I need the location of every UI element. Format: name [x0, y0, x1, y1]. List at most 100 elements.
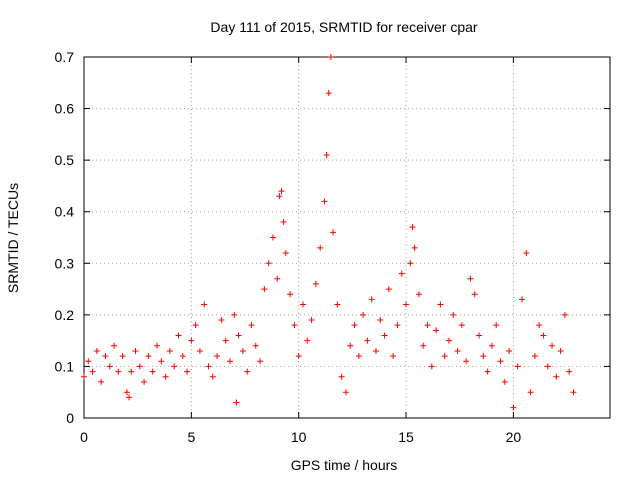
- data-point: [248, 322, 255, 329]
- data-point: [244, 368, 251, 375]
- data-point: [162, 373, 169, 380]
- data-point: [123, 389, 130, 396]
- data-point: [471, 291, 478, 298]
- y-tick-label: 0.3: [55, 255, 75, 271]
- data-point: [153, 342, 160, 349]
- data-point: [377, 317, 384, 324]
- data-point: [518, 296, 525, 303]
- data-point: [239, 347, 246, 354]
- data-point: [342, 389, 349, 396]
- data-point: [544, 363, 551, 370]
- data-point: [158, 358, 165, 365]
- data-point: [514, 363, 521, 370]
- data-point: [390, 353, 397, 360]
- data-point: [327, 54, 334, 60]
- data-point: [85, 358, 92, 365]
- data-point: [570, 389, 577, 396]
- data-points: [81, 54, 577, 411]
- data-point: [501, 378, 508, 385]
- x-tick-label: 15: [398, 429, 414, 445]
- data-point: [304, 337, 311, 344]
- data-point: [106, 363, 113, 370]
- data-point: [231, 311, 238, 318]
- chart-title: Day 111 of 2015, SRMTID for receiver cpa…: [210, 19, 477, 35]
- data-point: [458, 322, 465, 329]
- x-tick-label: 10: [291, 429, 307, 445]
- data-point: [149, 368, 156, 375]
- data-point: [476, 332, 483, 339]
- data-point: [523, 249, 530, 256]
- data-point: [214, 353, 221, 360]
- data-point: [171, 363, 178, 370]
- data-point: [527, 389, 534, 396]
- data-point: [566, 368, 573, 375]
- data-point: [323, 151, 330, 158]
- y-tick-label: 0.2: [55, 307, 75, 323]
- data-point: [450, 311, 457, 318]
- y-axis-label: SRMTID / TECUs: [5, 183, 21, 293]
- data-point: [403, 301, 410, 308]
- data-point: [484, 368, 491, 375]
- data-point: [111, 342, 118, 349]
- axis-ticks: [83, 56, 610, 419]
- data-point: [257, 358, 264, 365]
- data-point: [317, 244, 324, 251]
- data-point: [265, 260, 272, 267]
- data-point: [385, 286, 392, 293]
- data-point: [433, 327, 440, 334]
- data-point: [192, 322, 199, 329]
- data-point: [497, 358, 504, 365]
- data-point: [102, 353, 109, 360]
- data-point: [536, 322, 543, 329]
- data-point: [488, 342, 495, 349]
- data-point: [347, 342, 354, 349]
- data-point: [141, 378, 148, 385]
- data-point: [338, 373, 345, 380]
- data-point: [467, 275, 474, 282]
- data-point: [282, 249, 289, 256]
- data-point: [184, 368, 191, 375]
- data-point: [235, 332, 242, 339]
- data-point: [364, 337, 371, 344]
- data-point: [420, 342, 427, 349]
- data-point: [179, 353, 186, 360]
- data-point: [166, 347, 173, 354]
- data-point: [441, 353, 448, 360]
- data-point: [561, 311, 568, 318]
- x-tick-label: 20: [506, 429, 522, 445]
- data-point: [287, 291, 294, 298]
- data-point: [196, 347, 203, 354]
- y-tick-label: 0.7: [55, 49, 75, 65]
- data-point: [233, 399, 240, 406]
- data-point: [201, 301, 208, 308]
- x-tick-label: 5: [187, 429, 195, 445]
- data-point: [372, 347, 379, 354]
- y-tick-labels: 0 0.1 0.2 0.3 0.4 0.5 0.6 0.7: [55, 49, 75, 426]
- data-point: [205, 363, 212, 370]
- data-point: [351, 322, 358, 329]
- data-point: [506, 347, 513, 354]
- data-point: [136, 363, 143, 370]
- data-point: [209, 373, 216, 380]
- data-point: [553, 373, 560, 380]
- data-point: [394, 322, 401, 329]
- data-point: [540, 332, 547, 339]
- data-point: [295, 353, 302, 360]
- data-point: [411, 244, 418, 251]
- data-point: [312, 280, 319, 287]
- data-point: [280, 219, 287, 226]
- data-point: [409, 224, 416, 231]
- plot-frame: [83, 56, 611, 419]
- data-point: [93, 347, 100, 354]
- x-tick-label: 0: [80, 429, 88, 445]
- x-tick-labels: 0 5 10 15 20: [80, 429, 521, 445]
- data-point: [188, 337, 195, 344]
- data-point: [428, 363, 435, 370]
- data-point: [330, 229, 337, 236]
- y-tick-label: 0.5: [55, 152, 75, 168]
- data-point: [269, 234, 276, 241]
- data-point: [368, 296, 375, 303]
- data-point: [119, 353, 126, 360]
